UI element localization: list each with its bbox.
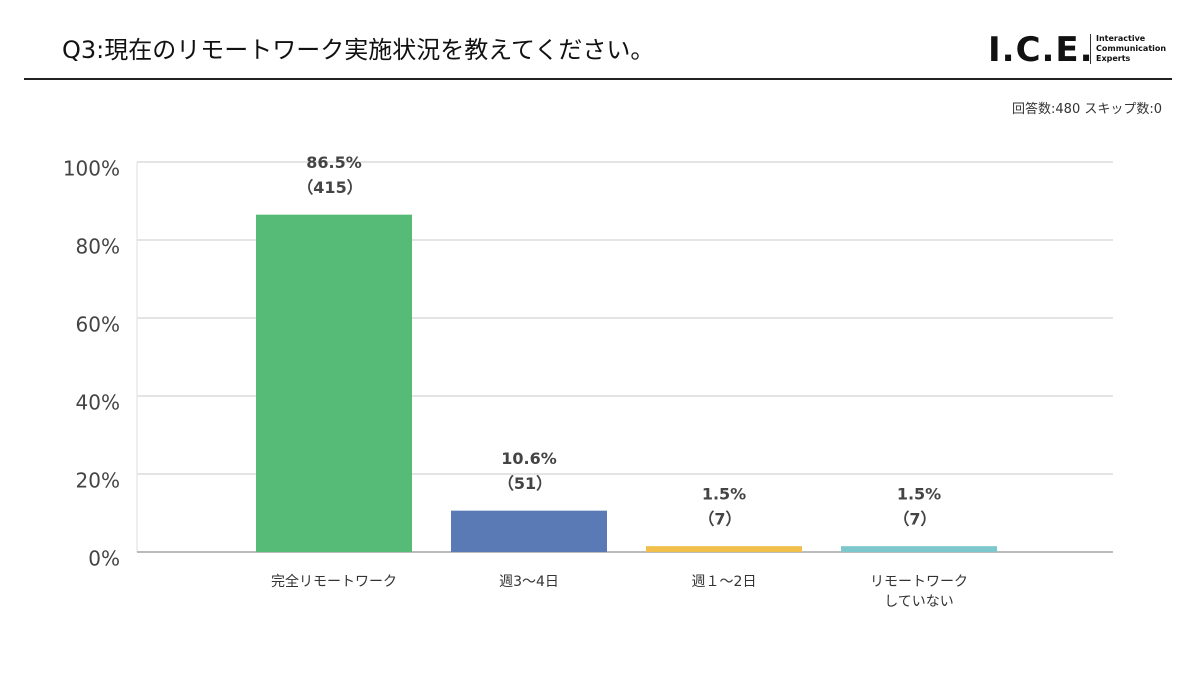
y-tick-label: 40% [76,391,120,415]
logo-line: Experts [1096,54,1131,63]
value-label: 1.5% [897,485,941,504]
header-rule [24,78,1172,80]
value-label: 86.5% [306,153,362,172]
y-tick-label: 0% [88,547,120,571]
logo-line: Interactive [1096,34,1146,43]
y-tick-label: 100% [63,157,120,181]
bar [451,510,607,552]
count-label: （7） [698,510,741,529]
y-tick-label: 60% [76,313,120,337]
slide-title: Q3:現在のリモートワーク実施状況を教えてください。 [62,36,655,64]
bar [256,214,412,552]
x-tick-label: 完全リモートワーク [271,574,397,590]
y-tick-label: 20% [76,469,120,493]
count-label: （415） [297,178,362,197]
y-tick-label: 80% [76,235,120,259]
logo-text: Interactive Communication Experts [1090,34,1166,64]
value-label: 10.6% [501,449,557,468]
bar [646,546,802,552]
count-label: （7） [893,510,936,529]
x-tick-label: 週3～4日 [499,574,559,590]
x-tick-label: 週１～2日 [691,574,757,590]
value-label: 1.5% [702,485,746,504]
bar [841,546,997,552]
x-tick-label: リモートワーク していない [870,574,968,610]
count-label: （51） [498,474,552,493]
response-note: 回答数:480 スキップ数:0 [1012,102,1162,117]
logo-line: Communication [1096,44,1167,53]
logo: I.C.E. [988,30,1094,70]
